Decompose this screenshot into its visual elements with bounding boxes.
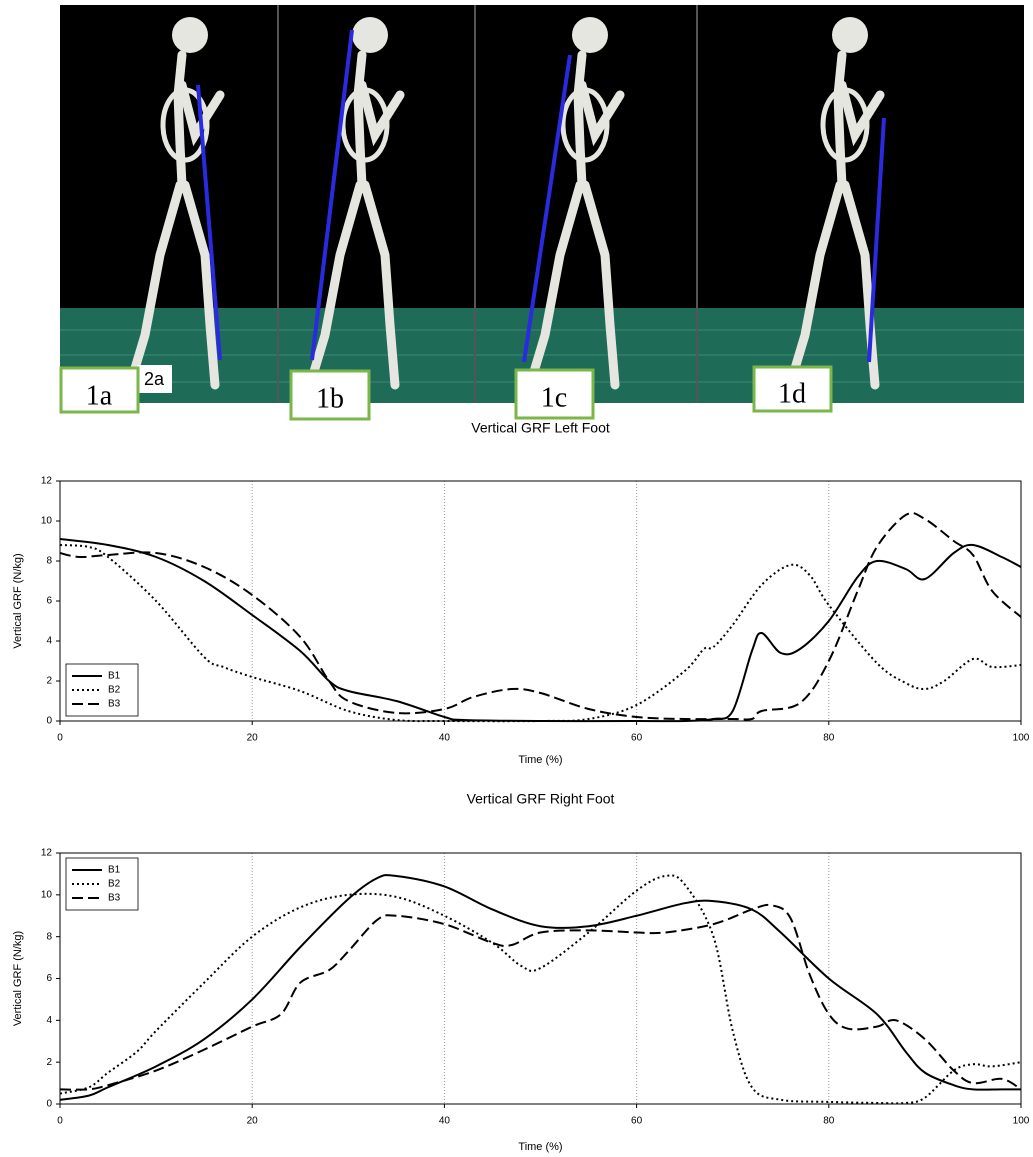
x-tick-label: 100 — [1013, 1116, 1030, 1127]
y-tick-label: 10 — [41, 516, 53, 527]
x-tick-label: 40 — [439, 733, 451, 744]
series-line — [60, 875, 1021, 1100]
plot-frame — [60, 481, 1021, 721]
y-tick-label: 12 — [41, 848, 53, 859]
y-tick-label: 8 — [46, 931, 52, 942]
legend-label: B1 — [108, 671, 121, 682]
panel-label: 1d — [754, 367, 831, 411]
x-tick-label: 40 — [439, 1116, 451, 1127]
x-tick-label: 20 — [247, 1116, 259, 1127]
legend-label: B2 — [108, 879, 121, 890]
panel-label-text: 1a — [86, 380, 113, 411]
x-tick-label: 100 — [1013, 733, 1030, 744]
figure: 2a 1a 1b 1c 1d Vertical GRF Left Foot Tim… — [0, 0, 1033, 1157]
panel-label: 1a — [61, 368, 138, 412]
y-tick-label: 6 — [46, 973, 52, 984]
x-tick-label: 80 — [823, 1116, 835, 1127]
x-tick-label: 80 — [823, 733, 835, 744]
chart-title: Vertical GRF Left Foot — [471, 420, 610, 436]
y-axis-label: Vertical GRF (N/kg) — [12, 553, 24, 648]
x-axis-label: Time (%) — [518, 1141, 562, 1153]
y-tick-label: 10 — [41, 889, 53, 900]
panel-label-text: 1d — [778, 378, 806, 409]
x-tick-label: 0 — [57, 1116, 63, 1127]
series-line — [60, 513, 1021, 720]
x-tick-label: 20 — [247, 733, 259, 744]
legend-label: B3 — [108, 699, 121, 710]
x-axis-label: Time (%) — [518, 754, 562, 766]
panel-label-text: 1c — [541, 382, 567, 413]
chart-title: Vertical GRF Right Foot — [467, 791, 615, 807]
plot-frame — [60, 853, 1021, 1104]
y-tick-label: 0 — [46, 1099, 52, 1110]
y-axis-label: Vertical GRF (N/kg) — [12, 931, 24, 1026]
panel-label: 1c — [516, 370, 593, 418]
y-tick-label: 6 — [46, 596, 52, 607]
y-tick-label: 2 — [46, 676, 52, 687]
panel-label-text: 1b — [316, 383, 344, 414]
y-tick-label: 12 — [41, 476, 53, 487]
series-line — [60, 905, 1021, 1090]
legend-label: B2 — [108, 685, 121, 696]
y-tick-label: 4 — [46, 636, 52, 647]
series-line — [60, 875, 1021, 1103]
series-line — [60, 545, 1021, 721]
y-tick-label: 8 — [46, 556, 52, 567]
inset-label: 2a — [144, 369, 165, 389]
legend-label: B1 — [108, 865, 121, 876]
y-tick-label: 2 — [46, 1057, 52, 1068]
x-tick-label: 60 — [631, 733, 643, 744]
y-tick-label: 0 — [46, 716, 52, 727]
skeleton-panel: 2a 1a 1b 1c 1d — [60, 5, 1024, 419]
y-tick-label: 4 — [46, 1015, 52, 1026]
legend-label: B3 — [108, 893, 121, 904]
x-tick-label: 0 — [57, 733, 63, 744]
x-tick-label: 60 — [631, 1116, 643, 1127]
page: 2a 1a 1b 1c 1d Vertical GRF Left Foot Tim… — [0, 0, 1033, 1157]
panel-label: 1b — [291, 371, 369, 419]
